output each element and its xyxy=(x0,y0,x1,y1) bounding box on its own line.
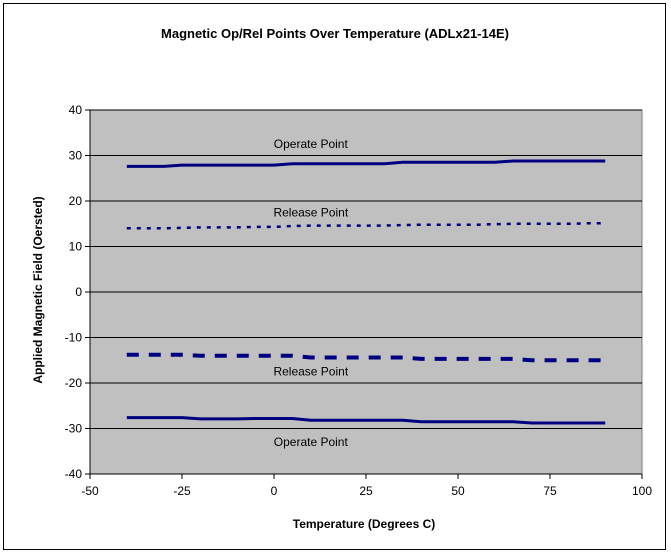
x-tick-label: -25 xyxy=(173,484,191,498)
x-tick-label: 0 xyxy=(271,484,278,498)
y-tick-label: 30 xyxy=(69,149,83,163)
series-group xyxy=(126,159,606,425)
annotations: Operate Point Release Point Release Point O… xyxy=(273,137,348,449)
y-tick-label: 40 xyxy=(69,103,83,117)
chart-title: Magnetic Op/Rel Points Over Temperature … xyxy=(161,26,509,41)
x-tick-label: -50 xyxy=(81,484,99,498)
y-tick-label: 10 xyxy=(69,240,83,254)
annotation-label: Release Point xyxy=(273,365,348,379)
y-tick-label: -30 xyxy=(65,422,83,436)
annotation-label: Operate Point xyxy=(274,435,349,449)
annotation-label: Operate Point xyxy=(274,137,349,151)
x-tick-label: 25 xyxy=(359,484,373,498)
y-tick-label: 20 xyxy=(69,194,83,208)
y-tick-label: -10 xyxy=(65,331,83,345)
x-tick-label: 50 xyxy=(451,484,465,498)
series-line-3 xyxy=(126,352,606,363)
annotation-label: Release Point xyxy=(273,205,348,219)
series-line-1 xyxy=(126,159,606,168)
y-axis-ticks: -40 -30 -20 -10 0 10 20 30 40 xyxy=(65,103,91,481)
x-tick-label: 75 xyxy=(543,484,557,498)
y-tick-label: -20 xyxy=(65,376,83,390)
y-tick-label: 0 xyxy=(75,285,82,299)
y-axis-title: Applied Magnetic Field (Oersted) xyxy=(31,196,45,383)
y-tick-label: -40 xyxy=(65,467,83,481)
gridlines xyxy=(90,109,642,475)
x-axis-title: Temperature (Degrees C) xyxy=(293,517,436,531)
series-line-4 xyxy=(126,416,606,425)
x-axis-ticks: -50 -25 0 25 50 75 100 xyxy=(81,473,652,498)
x-tick-label: 100 xyxy=(632,484,652,498)
